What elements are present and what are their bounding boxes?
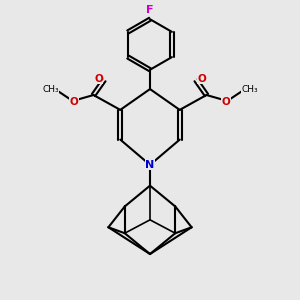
- Text: O: O: [221, 98, 230, 107]
- Text: N: N: [146, 160, 154, 170]
- Text: O: O: [197, 74, 206, 84]
- Text: O: O: [94, 74, 103, 84]
- Text: CH₃: CH₃: [241, 85, 258, 94]
- Text: CH₃: CH₃: [42, 85, 59, 94]
- Text: F: F: [146, 5, 154, 15]
- Text: O: O: [70, 98, 79, 107]
